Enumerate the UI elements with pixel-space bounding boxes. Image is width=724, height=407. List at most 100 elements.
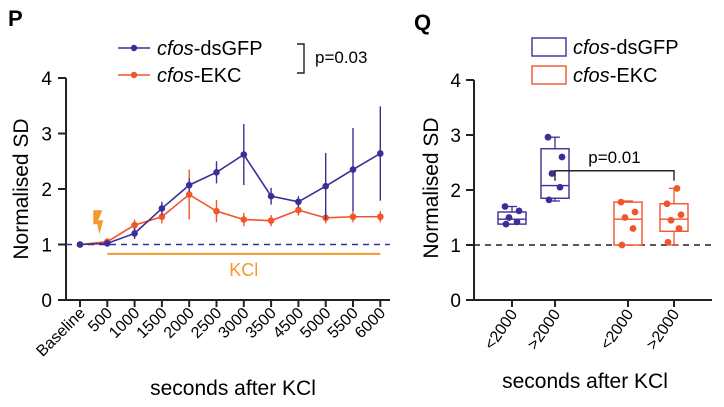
y-tick-label-p: 2 <box>41 180 52 201</box>
legend-label-ekc: cfos-EKC <box>157 65 241 87</box>
x-tick-label-p: 5000 <box>297 305 334 342</box>
y-tick-label-q: 1 <box>450 236 461 257</box>
box-ekc-2 <box>613 198 643 249</box>
data-point <box>349 166 357 173</box>
series-line <box>79 193 381 246</box>
legend-swatch-ekc <box>531 65 567 85</box>
data-point <box>185 191 193 198</box>
x-tick-label-p: 4500 <box>270 305 307 342</box>
legend-q: cfos-dsGFP cfos-EKC <box>531 37 679 87</box>
data-point <box>502 220 510 228</box>
data-point <box>545 196 553 204</box>
data-point <box>131 221 138 229</box>
x-tick-label-p: 5500 <box>325 305 362 342</box>
series-ekc <box>76 169 384 248</box>
data-point <box>515 207 523 215</box>
kcl-label: KCl <box>229 260 258 280</box>
panel-letter-p: P <box>8 6 23 31</box>
data-point <box>295 198 302 206</box>
legend-p: cfos-dsGFP cfos-EKC p=0.03 <box>118 38 367 87</box>
y-tick-label-p: 0 <box>41 291 52 312</box>
legend-swatch-gfp <box>531 37 567 57</box>
y-tick-label-q: 2 <box>450 181 461 202</box>
data-point <box>675 225 683 232</box>
data-point <box>349 213 357 221</box>
data-point <box>158 213 166 221</box>
data-point <box>131 230 138 237</box>
x-tick-label-q: >2000 <box>525 306 565 353</box>
pvalue-label-q: p=0.01 <box>588 148 640 167</box>
series-layer-p <box>76 106 384 248</box>
data-point <box>267 217 275 224</box>
data-point <box>664 238 672 246</box>
box-iqr <box>659 203 689 232</box>
data-point <box>501 203 509 210</box>
series-line <box>79 152 381 246</box>
chart-panel-p: cfos-dsGFP cfos-EKC p=0.03 0 1 2 3 4 Baselin… <box>10 38 390 400</box>
legend-label-q-gfp: cfos-dsGFP <box>573 37 679 59</box>
data-point <box>505 214 513 221</box>
pvalue-bracket-q <box>554 170 675 181</box>
x-tick-label-p: 2500 <box>188 305 225 342</box>
data-point <box>544 133 552 141</box>
x-ticks-p: Baseline50010001500200025003000350045005… <box>33 300 389 360</box>
y-ticks-p: 0 1 2 3 4 <box>41 69 66 312</box>
x-tick-label-q: >2000 <box>644 306 684 353</box>
data-point <box>548 170 556 177</box>
box-ekc-3 <box>659 184 689 246</box>
x-tick-label-p: 1500 <box>134 305 171 342</box>
legend-label-gfp: cfos-dsGFP <box>157 38 263 60</box>
data-point <box>104 240 111 247</box>
x-tick-label-p: 1000 <box>106 305 143 342</box>
data-point <box>618 241 626 249</box>
data-point <box>673 184 681 192</box>
y-tick-label-q: 3 <box>450 126 461 147</box>
y-tick-label-p: 3 <box>41 125 52 146</box>
legend-marker-gfp <box>130 44 138 52</box>
data-point <box>322 182 330 190</box>
data-point <box>295 206 302 214</box>
x-tick-label-q: <2000 <box>598 306 638 353</box>
y-axis-title-p: Normalised SD <box>10 118 33 259</box>
data-point <box>556 183 564 191</box>
data-point <box>213 207 220 215</box>
pvalue-label-p: p=0.03 <box>315 48 367 67</box>
x-tick-label-q: <2000 <box>482 306 522 353</box>
data-point <box>631 208 639 216</box>
data-point <box>621 214 629 221</box>
pvalue-bracket-p <box>297 43 305 74</box>
data-point <box>267 192 275 200</box>
data-point <box>240 151 248 158</box>
data-point <box>677 211 685 219</box>
x-ticks-q: <2000 >2000 <2000 >2000 <box>482 300 684 353</box>
x-tick-label-p: 3000 <box>215 305 252 342</box>
series-gfp <box>76 106 384 248</box>
x-tick-label-p: Baseline <box>33 305 88 360</box>
lightning-bolt-icon <box>93 210 104 235</box>
data-point <box>240 216 248 223</box>
data-point <box>513 218 521 226</box>
data-point <box>558 153 566 161</box>
data-point <box>185 181 193 189</box>
data-point <box>377 150 384 157</box>
y-tick-label-p: 1 <box>41 236 52 257</box>
legend-marker-ekc <box>130 71 138 79</box>
y-tick-label-q: 0 <box>450 291 461 312</box>
y-tick-label-p: 4 <box>41 69 52 90</box>
data-point <box>663 200 671 208</box>
data-point <box>667 216 675 224</box>
data-point <box>76 241 84 248</box>
data-point <box>377 213 384 221</box>
y-tick-label-q: 4 <box>450 71 461 92</box>
box-gfp-1 <box>540 133 570 204</box>
data-point <box>617 198 625 206</box>
legend-label-q-ekc: cfos-EKC <box>573 65 657 87</box>
x-axis-title-q: seconds after KCl <box>502 370 668 393</box>
x-axis-title-p: seconds after KCl <box>150 377 316 400</box>
x-tick-label-p: 6000 <box>352 305 389 342</box>
data-point <box>158 205 166 212</box>
x-tick-label-p: 3500 <box>243 305 280 342</box>
box-layer-q <box>497 133 689 249</box>
